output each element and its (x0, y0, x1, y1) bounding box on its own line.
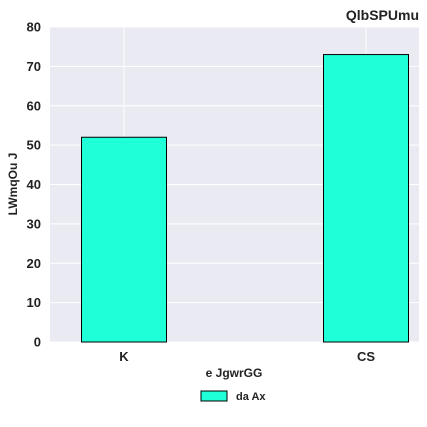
x-axis-label: e JgwrGG (206, 366, 263, 380)
x-tick-label: K (119, 349, 129, 364)
x-tick-label: CS (357, 349, 375, 364)
y-axis-label: LWmqOu J (6, 153, 20, 216)
y-tick-label: 0 (34, 335, 41, 350)
x-axis-ticks: K CS (119, 349, 375, 364)
bar-CS (323, 54, 409, 343)
y-axis-ticks: 0 10 20 30 40 50 60 70 80 (27, 20, 41, 350)
y-tick-label: 80 (27, 20, 41, 35)
chart-title: QlbSPUmu (346, 7, 419, 23)
legend: da Ax (200, 390, 266, 403)
y-tick-label: 10 (27, 295, 41, 310)
bars (81, 54, 409, 343)
y-tick-label: 50 (27, 138, 41, 153)
legend-swatch (200, 390, 228, 402)
y-tick-label: 70 (27, 59, 41, 74)
y-tick-label: 30 (27, 216, 41, 231)
y-tick-label: 20 (27, 256, 41, 271)
y-tick-label: 60 (27, 98, 41, 113)
y-tick-label: 40 (27, 177, 41, 192)
bar-K (81, 136, 167, 343)
legend-label: da Ax (236, 391, 266, 403)
